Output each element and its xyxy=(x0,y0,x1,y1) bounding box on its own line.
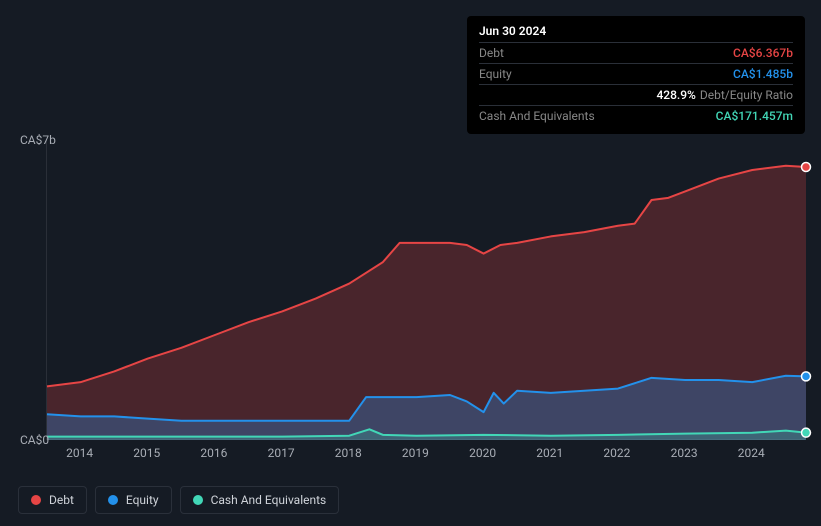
y-axis-label: CA$0 xyxy=(20,433,49,447)
tooltip-row: Equity CA$1.485b xyxy=(479,63,793,84)
x-axis-label: 2017 xyxy=(268,446,295,460)
legend-label: Equity xyxy=(126,493,159,507)
tooltip-date: Jun 30 2024 xyxy=(479,24,793,38)
tooltip-value: CA$6.367b xyxy=(733,46,793,60)
tooltip-label: Debt xyxy=(479,46,504,60)
x-axis-label: 2024 xyxy=(738,446,765,460)
legend-item-debt[interactable]: Debt xyxy=(18,486,87,514)
cash-dot-icon xyxy=(193,495,203,505)
x-axis-label: 2015 xyxy=(133,446,160,460)
debt-marker xyxy=(802,163,811,172)
x-axis-label: 2023 xyxy=(671,446,698,460)
tooltip-row: Cash And Equivalents CA$171.457m xyxy=(479,105,793,126)
equity-marker xyxy=(802,372,811,381)
legend-label: Debt xyxy=(49,493,74,507)
tooltip-value: CA$171.457m xyxy=(716,109,793,123)
x-axis-label: 2019 xyxy=(402,446,429,460)
debt-dot-icon xyxy=(31,495,41,505)
x-axis-label: 2022 xyxy=(603,446,630,460)
chart-container: CA$0CA$7b 201420152016201720182019202020… xyxy=(14,120,807,480)
x-axis-label: 2021 xyxy=(536,446,563,460)
legend-label: Cash And Equivalents xyxy=(211,493,327,507)
legend-item-cash[interactable]: Cash And Equivalents xyxy=(180,486,340,514)
x-axis: 2014 2015 2016 2017 2018 2019 2020 2021 2022 2023… xyxy=(46,446,805,466)
tooltip-row: Debt CA$6.367b xyxy=(479,42,793,63)
equity-dot-icon xyxy=(108,495,118,505)
chart-tooltip: Jun 30 2024 Debt CA$6.367b Equity CA$1.485b… xyxy=(467,16,805,134)
tooltip-suffix: Debt/Equity Ratio xyxy=(700,88,793,102)
y-axis-label: CA$7b xyxy=(20,133,56,147)
x-axis-label: 2016 xyxy=(200,446,227,460)
x-axis-label: 2014 xyxy=(66,446,93,460)
chart-svg xyxy=(47,140,805,439)
tooltip-row: 428.9% Debt/Equity Ratio xyxy=(479,84,793,105)
tooltip-value: CA$1.485b xyxy=(733,67,793,81)
plot-area[interactable] xyxy=(46,140,805,440)
cash-marker xyxy=(802,428,811,437)
tooltip-label: Cash And Equivalents xyxy=(479,109,595,123)
tooltip-value: 428.9% xyxy=(656,88,695,102)
legend-item-equity[interactable]: Equity xyxy=(95,486,172,514)
tooltip-label: Equity xyxy=(479,67,512,81)
legend: Debt Equity Cash And Equivalents xyxy=(18,486,339,514)
x-axis-label: 2020 xyxy=(469,446,496,460)
x-axis-label: 2018 xyxy=(335,446,362,460)
